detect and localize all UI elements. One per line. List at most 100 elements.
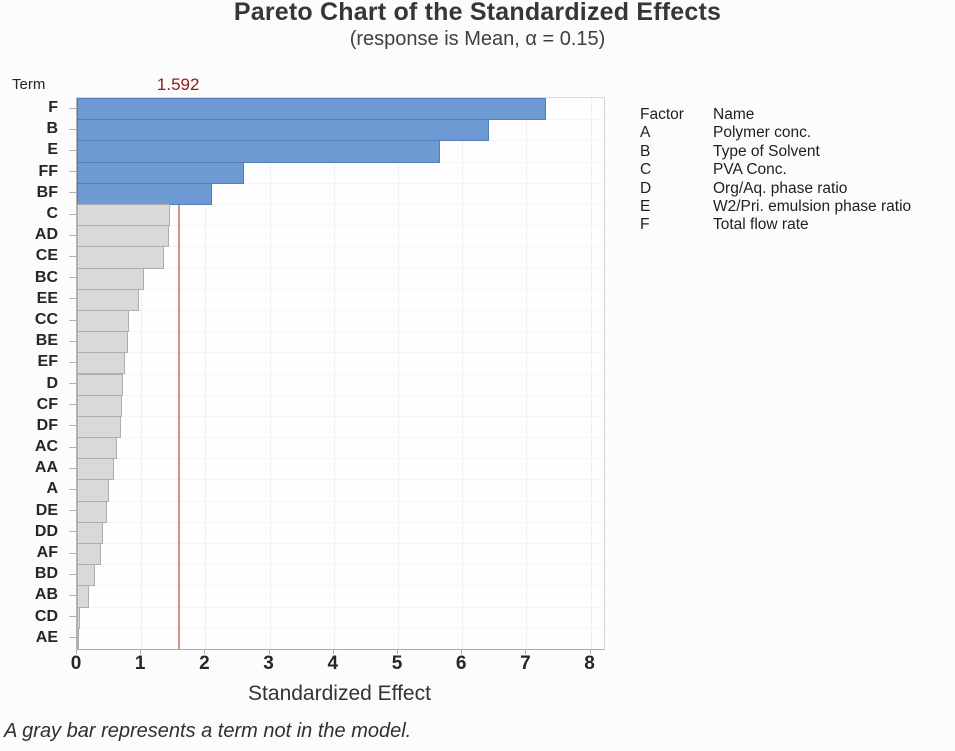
gridline-row (77, 246, 604, 248)
legend-factor-name: Type of Solvent (713, 142, 820, 160)
bar-BE (77, 331, 128, 354)
x-tick-label-1: 1 (134, 653, 146, 674)
term-axis: F B E FF BF C AD CE BC EE CC BE EF D CF DF AC AA A DE DD AF BD… (0, 97, 58, 648)
gridline-row (77, 521, 604, 523)
term-label-BC: BC (34, 268, 58, 286)
bar-AE (77, 627, 79, 649)
bar-CF (77, 394, 122, 417)
gridline-row (77, 309, 604, 311)
factor-legend: Factor Name A Polymer conc. B Type of Solve… (640, 106, 911, 235)
y-tick (69, 425, 76, 427)
x-tick-4 (332, 649, 334, 654)
x-tick-label-6: 6 (455, 653, 467, 674)
x-tick-label-3: 3 (263, 653, 274, 674)
legend-factor-name: Polymer conc. (713, 124, 812, 142)
term-label-BD: BD (34, 565, 58, 583)
x-tick-label-8: 8 (584, 653, 595, 674)
bar-BF (77, 182, 212, 205)
y-tick (69, 510, 76, 512)
gridline-row (77, 479, 604, 481)
legend-factor-letter: D (640, 179, 652, 197)
term-label-CD: CD (34, 607, 58, 625)
term-label-FF: FF (38, 162, 58, 180)
reference-line-label: 1.592 (156, 75, 200, 94)
y-tick (69, 404, 76, 406)
term-label-EF: EF (37, 353, 58, 371)
x-tick-2 (204, 649, 206, 654)
legend-factor-letter: A (640, 124, 651, 142)
term-label-EE: EE (36, 289, 58, 307)
chart-subtitle: (response is Mean, α = 0.15) (349, 28, 606, 50)
gridline-row (77, 585, 604, 587)
gridline-row (77, 437, 604, 439)
term-label-DE: DE (35, 501, 58, 519)
reference-line (178, 98, 181, 649)
term-label-BE: BE (35, 332, 58, 350)
legend-factor-name: Org/Aq. phase ratio (713, 179, 848, 197)
term-label-DF: DF (36, 416, 58, 434)
bar-AF (77, 543, 101, 566)
gridline-row (77, 627, 604, 629)
bar-EE (77, 288, 140, 311)
bar-DF (77, 415, 121, 439)
bar-BD (77, 564, 95, 587)
y-tick (69, 319, 76, 321)
legend-factor-name: W2/Pri. emulsion phase ratio (713, 198, 912, 216)
y-tick (69, 637, 76, 639)
term-label-AF: AF (36, 544, 58, 562)
bar-B (77, 119, 489, 142)
x-tick-5 (397, 649, 398, 654)
x-tick-7 (525, 649, 527, 654)
legend-factor-name: Total flow rate (713, 216, 809, 234)
y-tick (69, 595, 76, 597)
gridline-row (77, 458, 604, 460)
bar-EF (77, 352, 126, 375)
y-tick (69, 340, 76, 342)
term-label-D: D (46, 374, 58, 392)
gridline-row (77, 225, 604, 227)
legend-factor-letter: E (640, 198, 651, 216)
bar-F (77, 98, 546, 121)
y-tick (69, 171, 76, 173)
term-label-AC: AC (34, 438, 58, 456)
gridline-row (77, 373, 604, 375)
term-label-CF: CF (36, 395, 58, 413)
term-label-AB: AB (34, 586, 58, 604)
bar-BC (77, 267, 144, 290)
gridline-row (77, 331, 604, 333)
legend-factor-letter: C (640, 161, 652, 179)
x-tick-label-7: 7 (520, 653, 531, 674)
y-axis-title: Term (12, 76, 46, 93)
gridline-row (77, 543, 604, 545)
gridline-row (77, 606, 604, 608)
y-tick (69, 383, 76, 385)
bar-E (77, 140, 440, 163)
bar-AA (77, 458, 114, 481)
term-label-AD: AD (34, 226, 58, 244)
y-tick (69, 213, 76, 215)
legend-factor-letter: B (640, 142, 651, 160)
bar-AB (77, 585, 89, 608)
y-tick (69, 255, 76, 257)
x-tick-label-0: 0 (70, 653, 82, 674)
y-tick (69, 277, 76, 279)
x-tick-label-2: 2 (199, 653, 210, 674)
gridline-row (77, 500, 604, 502)
x-tick-1 (140, 649, 142, 654)
x-tick-label-4: 4 (327, 653, 339, 674)
bar-FF (77, 161, 244, 184)
gridline-row (77, 564, 604, 566)
bar-D (77, 373, 124, 396)
y-tick (69, 531, 76, 533)
y-tick (69, 467, 76, 469)
y-tick (69, 149, 76, 151)
x-tick-8 (589, 649, 591, 654)
term-label-BF: BF (36, 183, 58, 201)
y-tick (69, 192, 76, 194)
bar-C (77, 203, 171, 227)
term-label-DD: DD (34, 522, 58, 540)
gridline-row (77, 352, 604, 354)
bar-AD (77, 225, 169, 248)
y-tick (69, 573, 76, 575)
